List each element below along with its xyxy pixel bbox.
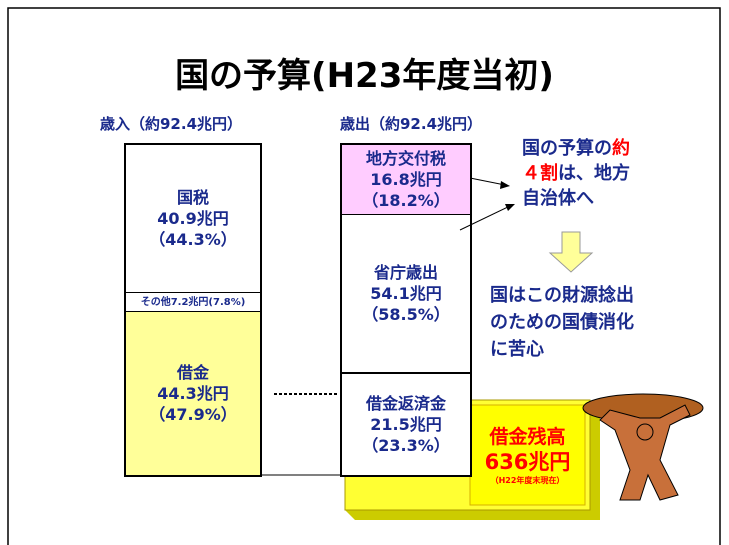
note-text: 自治体へ [522,186,682,211]
note-highlight: ４割 [522,163,558,184]
label: 借金 [177,362,209,383]
note-highlight: 約 [612,138,630,159]
debt: 借金残高 636兆円 （H22年度末現在） [470,425,585,486]
segment: 地方交付税 16.8兆円 （18.2%） [342,145,470,215]
debt-label: 借金残高 [470,425,585,449]
amount: 54.1兆円 [370,283,441,304]
label: 借金返済金 [366,393,446,414]
share: (7.8%) [208,292,245,313]
slide: 国の予算(H23年度当初) 歳入（約92.4兆円） 歳出（約92.4兆円） 国税… [0,0,729,545]
share: （44.3%） [149,229,237,250]
share: （18.2%） [362,190,450,211]
burden-line: 国はこの財源捻出 [490,282,634,309]
segment: 省庁歳出 54.1兆円 （58.5%） [342,215,470,372]
debt-date: （H22年度末現在） [470,475,585,486]
label: 国税 [177,187,209,208]
label: 地方交付税 [366,148,446,169]
segment: 借金 44.3兆円 （47.9%） [126,312,260,475]
segment: その他7.2兆円(7.8%) [126,292,260,312]
share: （58.5%） [362,304,450,325]
debt-amount: 636兆円 [470,449,585,475]
amount: 40.9兆円 [157,208,228,229]
burden: 国はこの財源捻出 のための国債消化 に苦心 [490,282,634,363]
segment: 国税 40.9兆円 （44.3%） [126,145,260,292]
title: 国の予算(H23年度当初) [0,48,729,97]
label: その他7.2兆円 [141,292,209,313]
share: （23.3%） [362,435,450,456]
burden-line: に苦心 [490,336,634,363]
note-text: は、地方 [558,163,630,184]
share: （47.9%） [149,404,237,425]
note: 国の予算の約 ４割は、地方 自治体へ [522,136,682,211]
burden-line: のための国債消化 [490,309,634,336]
amount: 21.5兆円 [370,414,441,435]
expenditure-column: 地方交付税 16.8兆円 （18.2%） 省庁歳出 54.1兆円 （58.5%）… [340,143,472,477]
note-text: 国の予算の [522,138,612,159]
amount: 16.8兆円 [370,169,441,190]
atlas-figure [583,394,703,500]
expenditure-header: 歳出（約92.4兆円） [340,113,482,134]
revenue-column: 国税 40.9兆円 （44.3%） その他7.2兆円(7.8%) 借金 44.3… [124,143,262,477]
amount: 44.3兆円 [157,383,228,404]
segment: 借金返済金 21.5兆円 （23.3%） [342,372,470,475]
revenue-header: 歳入（約92.4兆円） [100,113,242,134]
label: 省庁歳出 [374,262,438,283]
